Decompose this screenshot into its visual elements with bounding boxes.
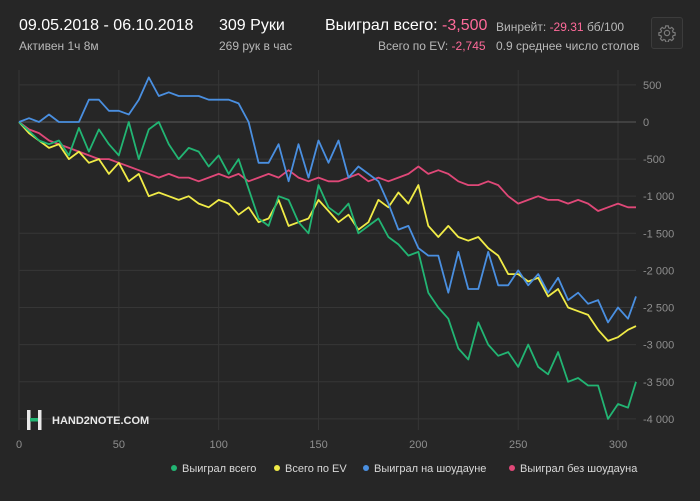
x-tick-label: 300 xyxy=(609,439,627,451)
y-tick-label: -4 000 xyxy=(643,414,674,426)
y-tick-label: -3 500 xyxy=(643,377,674,389)
legend-label: Всего по EV xyxy=(285,463,347,475)
legend-dot xyxy=(363,465,369,471)
watermark: HAND2NOTE.COM xyxy=(27,410,149,430)
legend-item-won-total[interactable]: Выиграл всего xyxy=(171,463,256,475)
legend-dot xyxy=(509,465,515,471)
winrate-value: -29.31 xyxy=(549,20,584,34)
x-tick-label: 250 xyxy=(509,439,527,451)
winrate-unit: бб/100 xyxy=(586,20,625,34)
legend-item-no-showdown[interactable]: Выиграл без шоудауна xyxy=(509,463,637,475)
ev-total-label: Всего по EV: xyxy=(378,39,449,53)
series-line xyxy=(18,76,637,324)
y-tick-label: -500 xyxy=(643,154,665,166)
won-total-label: Выиграл всего: xyxy=(325,17,438,34)
winrate: Винрейт: -29.31 бб/100 xyxy=(496,20,624,34)
y-tick-label: 0 xyxy=(643,117,649,129)
won-total: Выиграл всего: -3,500 xyxy=(325,17,487,35)
avg-tables: 0.9 среднее число столов xyxy=(496,39,640,53)
legend-label: Выиграл без шоудауна xyxy=(520,463,638,475)
series-line xyxy=(18,121,636,212)
watermark-text: HAND2NOTE.COM xyxy=(52,415,149,427)
settings-button[interactable] xyxy=(651,17,683,49)
x-tick-label: 50 xyxy=(113,439,125,451)
winrate-label: Винрейт: xyxy=(496,20,547,34)
hands-count: 309 Руки xyxy=(219,17,285,34)
h2n-logo-icon xyxy=(27,410,42,430)
legend-dot xyxy=(274,465,280,471)
legend-item-showdown[interactable]: Выиграл на шоудауне xyxy=(363,463,486,475)
y-tick-label: -1 000 xyxy=(643,191,674,203)
x-tick-label: 100 xyxy=(209,439,227,451)
legend-dot xyxy=(171,465,177,471)
ev-total-value: -2,745 xyxy=(451,39,486,53)
legend-label: Выиграл всего xyxy=(182,463,257,475)
hands-per-hour: 269 рук в час xyxy=(219,39,293,53)
y-tick-label: -2 000 xyxy=(643,265,674,277)
y-tick-label: -1 500 xyxy=(643,228,674,240)
date-range: 09.05.2018 - 06.10.2018 xyxy=(19,17,194,34)
legend-label: Выиграл на шоудауне xyxy=(374,463,487,475)
x-tick-label: 200 xyxy=(409,439,427,451)
legend-item-ev-total[interactable]: Всего по EV xyxy=(274,463,347,475)
y-tick-label: -2 500 xyxy=(643,303,674,315)
x-tick-label: 0 xyxy=(16,439,22,451)
series-line xyxy=(18,121,637,342)
y-tick-label: 500 xyxy=(643,80,661,92)
x-tick-label: 150 xyxy=(309,439,327,451)
series-line xyxy=(18,121,637,420)
y-tick-label: -3 000 xyxy=(643,340,674,352)
ev-total: Всего по EV: -2,745 xyxy=(378,39,486,53)
active-time: Активен 1ч 8м xyxy=(19,39,99,53)
gear-icon xyxy=(658,25,676,42)
won-total-value: -3,500 xyxy=(442,17,488,34)
